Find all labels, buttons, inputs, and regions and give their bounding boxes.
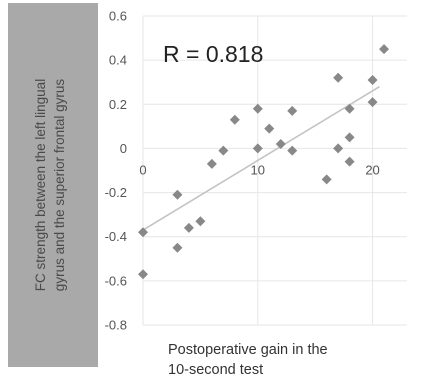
y-axis-label: FC strength between the left lingual gyr… [33, 79, 67, 292]
data-point [275, 139, 286, 150]
y-tick-label: 0.2 [109, 97, 127, 112]
data-points [138, 44, 390, 280]
data-point [264, 123, 275, 134]
trend-line [142, 85, 380, 231]
y-tick-label: -0.8 [105, 318, 127, 333]
data-point [333, 143, 344, 154]
data-point [344, 156, 355, 167]
y-tick-label: -0.6 [105, 273, 127, 288]
y-tick-label: 0.4 [109, 53, 127, 68]
y-tick-label: 0 [120, 141, 127, 156]
data-point [287, 145, 298, 156]
data-point [252, 143, 263, 154]
data-point [218, 145, 229, 156]
data-point [138, 269, 148, 280]
data-point [379, 44, 390, 55]
data-point [229, 114, 240, 125]
data-point [367, 75, 378, 86]
x-axis-label-line-1: Postoperative gain in the [168, 342, 328, 358]
data-point [344, 132, 355, 143]
data-point [138, 227, 148, 238]
data-point [183, 222, 194, 233]
data-point [252, 103, 263, 114]
x-tick-label: 20 [365, 162, 379, 177]
y-tick-label: -0.2 [105, 185, 127, 200]
y-tick-label: 0.6 [109, 9, 127, 24]
data-point [344, 103, 355, 114]
x-tick-label: 0 [139, 162, 146, 177]
x-axis-label-line-2: 10-second test [168, 362, 263, 378]
x-tick-labels: 0 10 20 [139, 162, 379, 177]
data-point [321, 174, 332, 185]
y-axis-label-line-1: FC strength between the left lingual [33, 79, 48, 291]
x-tick-label: 10 [251, 162, 265, 177]
data-point [367, 97, 378, 108]
y-axis-label-box [8, 3, 98, 367]
data-point [195, 216, 206, 227]
data-point [172, 189, 183, 200]
y-tick-label: -0.4 [105, 229, 127, 244]
data-point [172, 242, 183, 253]
grid-lines [142, 15, 407, 326]
data-point [333, 72, 344, 83]
data-point [287, 105, 298, 116]
data-point [206, 158, 217, 169]
correlation-annotation: R = 0.818 [163, 41, 263, 67]
y-axis-label-line-2: gyrus and the superior frontal gyrus [52, 79, 67, 292]
y-tick-labels: 0.6 0.4 0.2 0 -0.2 -0.4 -0.6 -0.8 [105, 9, 127, 333]
